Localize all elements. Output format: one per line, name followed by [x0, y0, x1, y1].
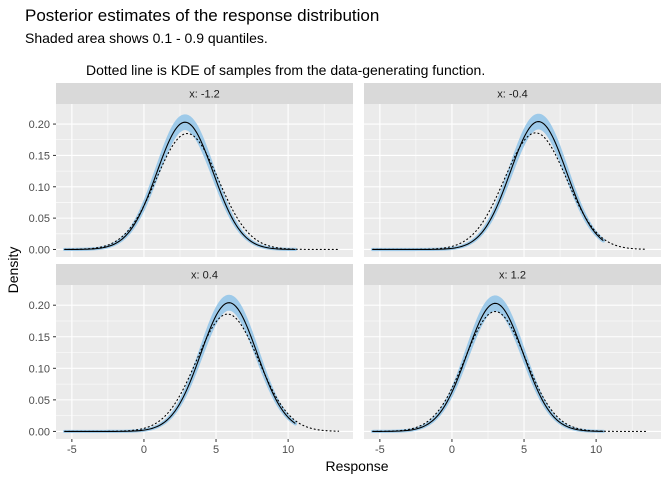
facet-strip-label: x: -0.4	[497, 89, 528, 101]
posterior-density-line	[372, 302, 604, 432]
posterior-density-line	[64, 121, 296, 251]
x-tick-label: -5	[375, 444, 385, 456]
facet-strip-label: x: -1.2	[189, 89, 220, 101]
y-tick-label: 0.10	[29, 363, 50, 375]
y-tick-label: 0.00	[29, 244, 50, 256]
kde-dotted-line	[372, 132, 648, 251]
facet-strip	[56, 83, 353, 104]
facet-strip-label: x: 0.4	[191, 270, 218, 282]
x-tick-label: 5	[521, 444, 527, 456]
panel-background	[56, 285, 353, 439]
y-tick-label: 0.10	[29, 182, 50, 194]
chart-caption: Dotted line is KDE of samples from the d…	[86, 62, 485, 78]
facet-panel: x: 0.4 0.00 0.05 0.10 0.15 0.20 -5 0 5 10	[29, 264, 353, 456]
x-tick-label: 10	[590, 444, 602, 456]
y-tick-label: 0.20	[29, 119, 50, 131]
facet-panel: x: 1.2 -5 0 5 10	[364, 264, 661, 456]
y-tick-label: 0.00	[29, 426, 50, 438]
y-axis-title: Density	[5, 247, 21, 294]
y-tick-label: 0.15	[29, 150, 50, 162]
facet-panel: x: -1.2 0.00 0.05 0.10 0.15 0.20	[29, 83, 353, 257]
facet-panel: x: -0.4	[364, 83, 661, 257]
chart-title: Posterior estimates of the response dist…	[25, 6, 379, 25]
facet-strip	[56, 264, 353, 285]
x-axis-title: Response	[325, 458, 388, 474]
y-tick-label: 0.05	[29, 213, 50, 225]
facet-strip	[364, 264, 661, 285]
x-tick-label: 5	[213, 444, 219, 456]
facet-panels: x: -1.2 0.00 0.05 0.10 0.15 0.20 x: -0.4 x: 0.4…	[29, 83, 661, 456]
panel-background	[364, 104, 661, 257]
kde-dotted-line	[64, 313, 340, 432]
x-tick-label: 0	[449, 444, 455, 456]
y-tick-label: 0.20	[29, 300, 50, 312]
kde-dotted-line	[372, 310, 648, 432]
x-tick-label: 10	[282, 444, 294, 456]
panel-background	[364, 285, 661, 439]
kde-dotted-line	[64, 132, 340, 251]
y-tick-label: 0.15	[29, 332, 50, 344]
posterior-density-line	[372, 121, 604, 251]
x-tick-label: 0	[141, 444, 147, 456]
panel-background	[56, 104, 353, 257]
posterior-density-line	[64, 302, 296, 432]
x-tick-label: -5	[67, 444, 77, 456]
y-tick-label: 0.05	[29, 395, 50, 407]
chart-subtitle: Shaded area shows 0.1 - 0.9 quantiles.	[25, 30, 268, 46]
facet-strip	[364, 83, 661, 104]
facet-strip-label: x: 1.2	[499, 270, 526, 282]
